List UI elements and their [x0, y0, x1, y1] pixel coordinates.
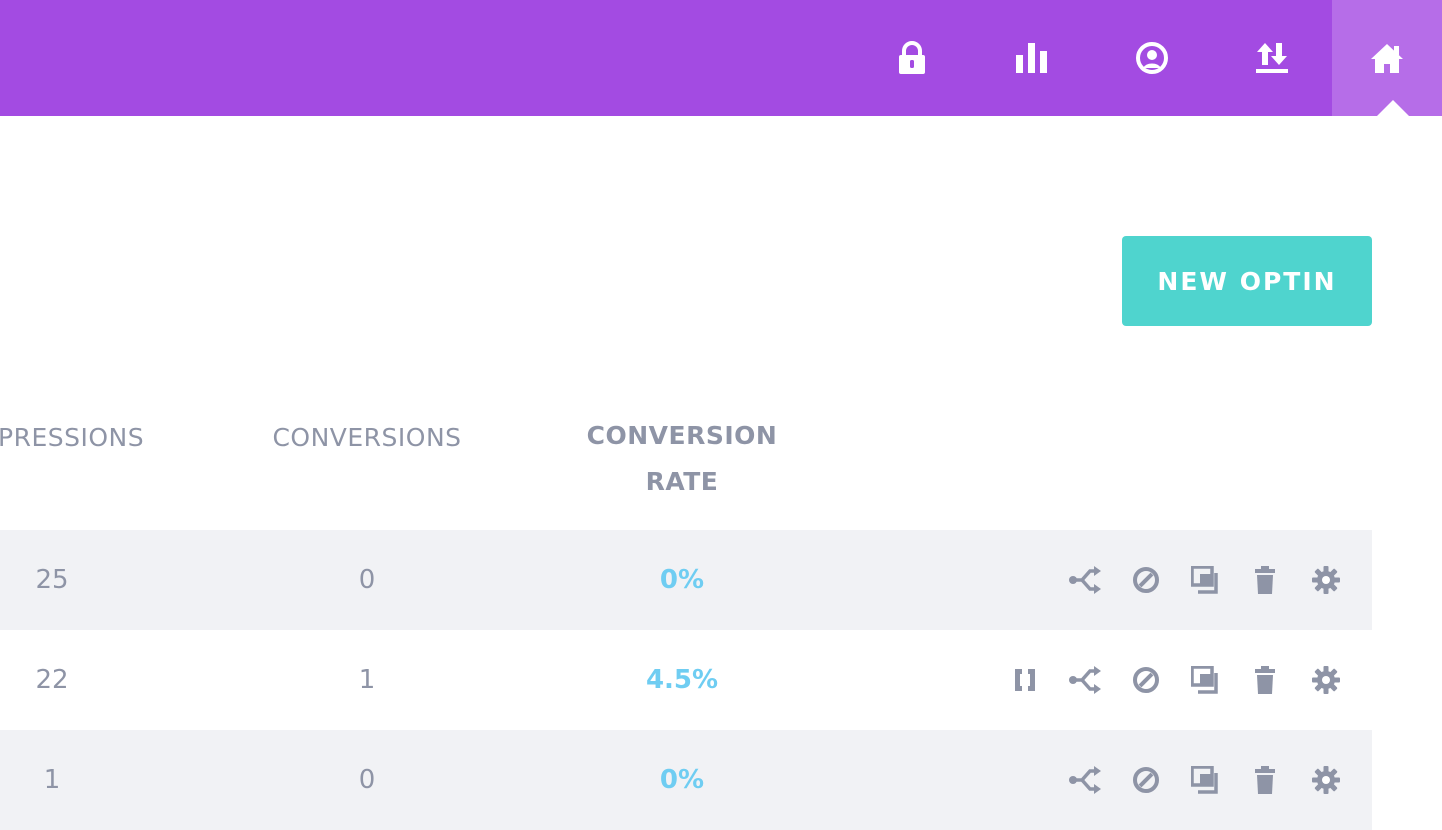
nav-home[interactable]	[1332, 0, 1442, 116]
delete-icon[interactable]	[1248, 763, 1282, 797]
import-export-icon	[1256, 43, 1288, 73]
top-bar	[0, 0, 1442, 116]
nav-stats[interactable]	[972, 0, 1092, 116]
table-row[interactable]: 1 0 0%	[0, 730, 1372, 830]
duplicate-icon[interactable]	[1189, 663, 1223, 697]
header-impressions[interactable]: PRESSIONS	[0, 423, 145, 452]
delete-icon[interactable]	[1248, 563, 1282, 597]
home-icon	[1371, 44, 1403, 73]
cell-impressions: 25	[35, 565, 69, 595]
deactivate-icon[interactable]	[1129, 763, 1163, 797]
settings-icon[interactable]	[1309, 663, 1343, 697]
duplicate-icon[interactable]	[1189, 763, 1223, 797]
cell-rate: 4.5%	[645, 665, 719, 695]
settings-icon[interactable]	[1309, 763, 1343, 797]
cell-impressions: 22	[35, 665, 69, 695]
split-test-icon[interactable]	[1068, 763, 1102, 797]
header-conversion-rate-line2: RATE	[645, 467, 719, 496]
account-circle-icon	[1136, 42, 1168, 74]
deactivate-icon[interactable]	[1129, 563, 1163, 597]
split-test-icon[interactable]	[1068, 663, 1102, 697]
cell-impressions: 1	[43, 765, 61, 795]
cell-rate: 0%	[659, 765, 705, 795]
table-row[interactable]: 25 0 0%	[0, 530, 1372, 630]
new-optin-button[interactable]: NEW OPTIN	[1122, 236, 1372, 326]
header-conversion-rate-line1: CONVERSION	[586, 421, 778, 450]
active-tab-caret	[1377, 100, 1409, 116]
shortcode-icon[interactable]	[1008, 663, 1042, 697]
header-conversions[interactable]: CONVERSIONS	[272, 423, 462, 452]
bar-chart-icon	[1016, 43, 1047, 73]
split-test-icon[interactable]	[1068, 563, 1102, 597]
duplicate-icon[interactable]	[1189, 563, 1223, 597]
lock-icon	[899, 41, 925, 74]
deactivate-icon[interactable]	[1129, 663, 1163, 697]
cell-conversions: 1	[358, 665, 376, 695]
table-row[interactable]: 22 1 4.5%	[0, 630, 1372, 730]
header-conversion-rate[interactable]: CONVERSION RATE	[572, 413, 792, 505]
delete-icon[interactable]	[1248, 663, 1282, 697]
nav-accounts[interactable]	[1092, 0, 1212, 116]
nav-lock[interactable]	[852, 0, 972, 116]
settings-icon[interactable]	[1309, 563, 1343, 597]
cell-conversions: 0	[358, 765, 376, 795]
nav-import-export[interactable]	[1212, 0, 1332, 116]
cell-rate: 0%	[659, 565, 705, 595]
cell-conversions: 0	[358, 565, 376, 595]
